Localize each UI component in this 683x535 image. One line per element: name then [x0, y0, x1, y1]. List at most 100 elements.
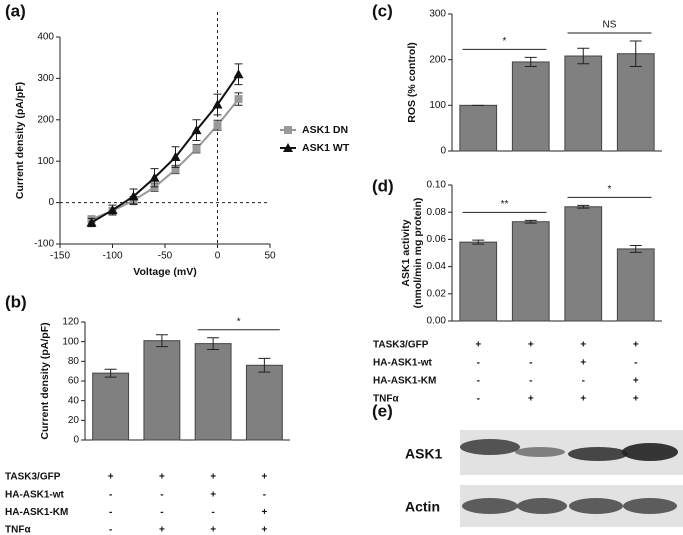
legend-label: ASK1 DN — [302, 124, 348, 136]
condition-value: + — [159, 525, 165, 535]
x-axis-label: Voltage (mV) — [133, 266, 196, 278]
y-tick-label: 60 — [68, 376, 80, 387]
marker — [86, 217, 97, 227]
x-tick-label: -50 — [158, 251, 173, 262]
y-axis-label: Current density (pA/pF) — [39, 322, 51, 439]
y-tick-label: 400 — [37, 32, 54, 43]
blot-band — [515, 447, 565, 457]
y-tick-label: 100 — [429, 100, 446, 111]
panel-label: (d) — [372, 176, 394, 195]
error-bar — [258, 357, 271, 373]
condition-value: - — [529, 358, 532, 369]
condition-value: + — [528, 394, 534, 405]
y-tick-label: 0 — [440, 146, 446, 157]
marker — [170, 152, 181, 162]
y-axis-label: Current density (pA/pF) — [14, 82, 26, 199]
blot-band — [622, 443, 678, 461]
error-bar — [629, 245, 642, 253]
condition-name: TNFα — [5, 525, 31, 535]
bar — [143, 340, 181, 441]
error-bar — [472, 239, 485, 245]
y-tick-label: 300 — [429, 9, 446, 20]
condition-value: + — [633, 376, 639, 387]
marker — [233, 69, 244, 79]
x-tick-label: 0 — [215, 251, 221, 262]
condition-value: + — [475, 340, 481, 351]
marker — [234, 95, 243, 104]
y-tick-label: 100 — [62, 336, 79, 347]
y-tick-label: 40 — [68, 395, 80, 406]
error-bar — [524, 56, 537, 68]
condition-value: + — [108, 472, 114, 483]
condition-value: + — [261, 525, 267, 535]
bar — [459, 241, 498, 322]
error-bar — [577, 47, 590, 65]
blot-row-label: Actin — [405, 499, 440, 515]
western-blot: (e) ASK1 Actin — [372, 401, 683, 527]
bar — [564, 206, 603, 322]
condition-name: TNFα — [373, 394, 399, 405]
marker — [213, 121, 222, 130]
condition-value: - — [263, 489, 266, 500]
y-tick-label: 0.02 — [427, 288, 447, 299]
panel-label: (b) — [5, 292, 27, 311]
marker — [212, 99, 223, 109]
condition-value: + — [633, 340, 639, 351]
bar — [92, 372, 130, 441]
y-axis-label: ASK1 activity — [400, 219, 412, 286]
condition-value: + — [580, 358, 586, 369]
error-bar — [155, 334, 168, 348]
significance-label: ** — [501, 199, 509, 210]
condition-value: - — [211, 507, 214, 518]
condition-value: - — [477, 358, 480, 369]
condition-value: - — [160, 489, 163, 500]
condition-value: + — [633, 394, 639, 405]
condition-value: - — [529, 376, 532, 387]
panel-label: (e) — [372, 401, 393, 420]
y-tick-label: 0 — [48, 197, 54, 208]
condition-value: + — [210, 489, 216, 500]
condition-name: TASK3/GFP — [373, 340, 429, 351]
blot-band — [462, 498, 518, 514]
y-axis-label: ROS (% control) — [406, 42, 418, 123]
y-tick-label: -100 — [34, 239, 54, 250]
significance-label: * — [608, 184, 612, 195]
panel-label: (c) — [372, 1, 393, 20]
condition-value: - — [634, 358, 637, 369]
error-bar — [577, 204, 590, 209]
y-tick-label: 0.04 — [427, 261, 447, 272]
y-tick-label: 20 — [68, 415, 80, 426]
series-line — [90, 73, 240, 224]
blot-band — [623, 498, 677, 514]
bar — [511, 221, 550, 322]
bar — [564, 55, 603, 152]
condition-value: - — [109, 507, 112, 518]
blot-band — [569, 498, 623, 514]
x-tick-label: -150 — [50, 251, 70, 262]
condition-value: - — [582, 376, 585, 387]
condition-name: TASK3/GFP — [5, 472, 61, 483]
bar — [616, 53, 655, 152]
condition-name: HA-ASK1-KM — [5, 507, 68, 518]
error-bar — [104, 368, 117, 378]
bar — [194, 343, 232, 441]
condition-value: + — [159, 472, 165, 483]
y-tick-label: 0 — [73, 435, 79, 446]
error-bar — [524, 219, 537, 224]
condition-value: + — [580, 340, 586, 351]
y-tick-label: 0.06 — [427, 234, 447, 245]
significance-label: NS — [603, 20, 617, 31]
condition-value: + — [210, 472, 216, 483]
y-tick-label: 0.08 — [427, 207, 447, 218]
significance-label: * — [503, 36, 507, 47]
marker — [192, 144, 201, 153]
y-tick-label: 100 — [37, 156, 54, 167]
y-tick-label: 120 — [62, 317, 79, 328]
series-line — [91, 98, 240, 221]
y-tick-label: 200 — [429, 54, 446, 65]
blot-band — [517, 498, 567, 514]
marker — [128, 191, 139, 201]
condition-value: - — [109, 489, 112, 500]
error-bar — [629, 40, 642, 68]
